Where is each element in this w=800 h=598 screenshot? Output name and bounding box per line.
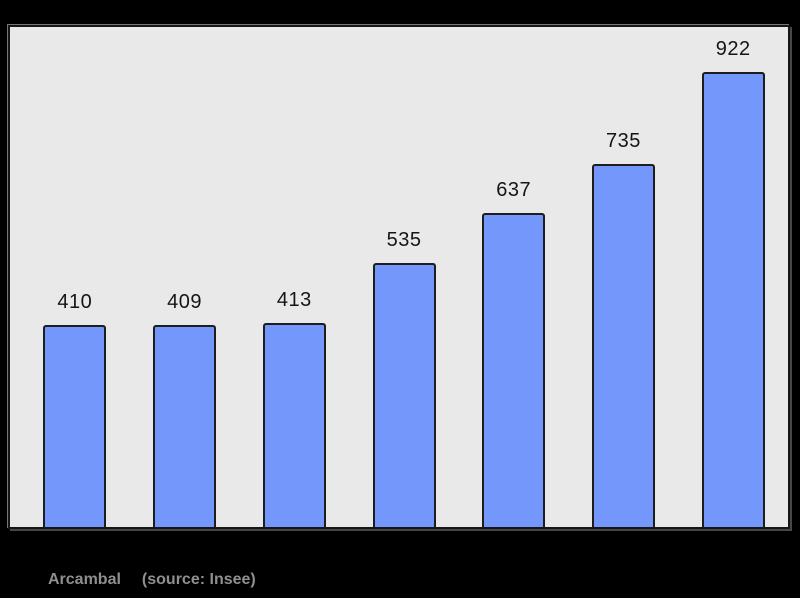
bar-value-label: 535 [386,229,422,251]
bar [591,164,655,527]
bar-value-label: 637 [496,179,532,201]
bar-value-label: 409 [167,291,203,313]
bar-slot: 735 [569,27,679,527]
bar-value-label: 413 [276,289,312,311]
bar-value-label: 410 [57,291,93,313]
bar-value-label: 735 [606,130,641,152]
bar [482,213,546,527]
bar-slot: 410 [20,27,130,527]
bar-slot: 413 [239,27,349,527]
source-label: (source: Insee) [141,571,256,588]
bar-slot: 535 [349,27,459,527]
bar [701,72,765,527]
bar [153,325,217,527]
commune-name-label: Arcambal [48,571,121,588]
bar-slot: 409 [130,27,240,527]
chart-caption: Arcambal (source: Insee) [48,571,256,589]
bar-slot: 637 [459,27,569,527]
bar [372,263,436,527]
bar-slot: 922 [678,27,788,527]
population-bar-chart: 410 409 413 535 637 735 922 [8,25,790,529]
bar [43,325,107,527]
plot-area: 410 409 413 535 637 735 922 [10,27,788,527]
bar [262,323,326,527]
bar-value-label: 922 [715,38,751,60]
